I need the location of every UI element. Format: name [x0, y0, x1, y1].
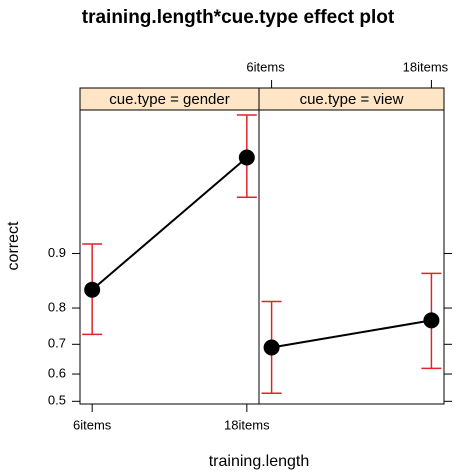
x-tick-label: 6items: [73, 417, 112, 432]
x-axis-label: training.length: [209, 453, 310, 470]
y-tick-label: 0.9: [48, 245, 66, 260]
y-axis-label: correct: [5, 221, 22, 270]
x-tick-label: 18items: [403, 59, 449, 74]
panel-frame: [258, 87, 445, 405]
point: [423, 312, 440, 329]
x-tick-label: 18items: [224, 417, 270, 432]
strip-label: cue.type = gender: [109, 91, 230, 108]
y-tick-label: 0.6: [48, 365, 66, 380]
y-tick-label: 0.7: [48, 336, 66, 351]
strip: [258, 87, 445, 111]
line: [91, 156, 248, 291]
point: [263, 339, 280, 356]
chart-title: training.length*cue.type effect plot: [82, 7, 395, 28]
y-tick-label: 0.8: [48, 299, 66, 314]
point: [84, 281, 101, 298]
y-tick-label: 0.5: [48, 393, 66, 408]
panel-frame: [79, 87, 260, 405]
strip-label: cue.type = view: [300, 91, 404, 108]
x-tick-label: 6items: [246, 59, 285, 74]
line: [271, 319, 432, 349]
point: [238, 149, 255, 166]
